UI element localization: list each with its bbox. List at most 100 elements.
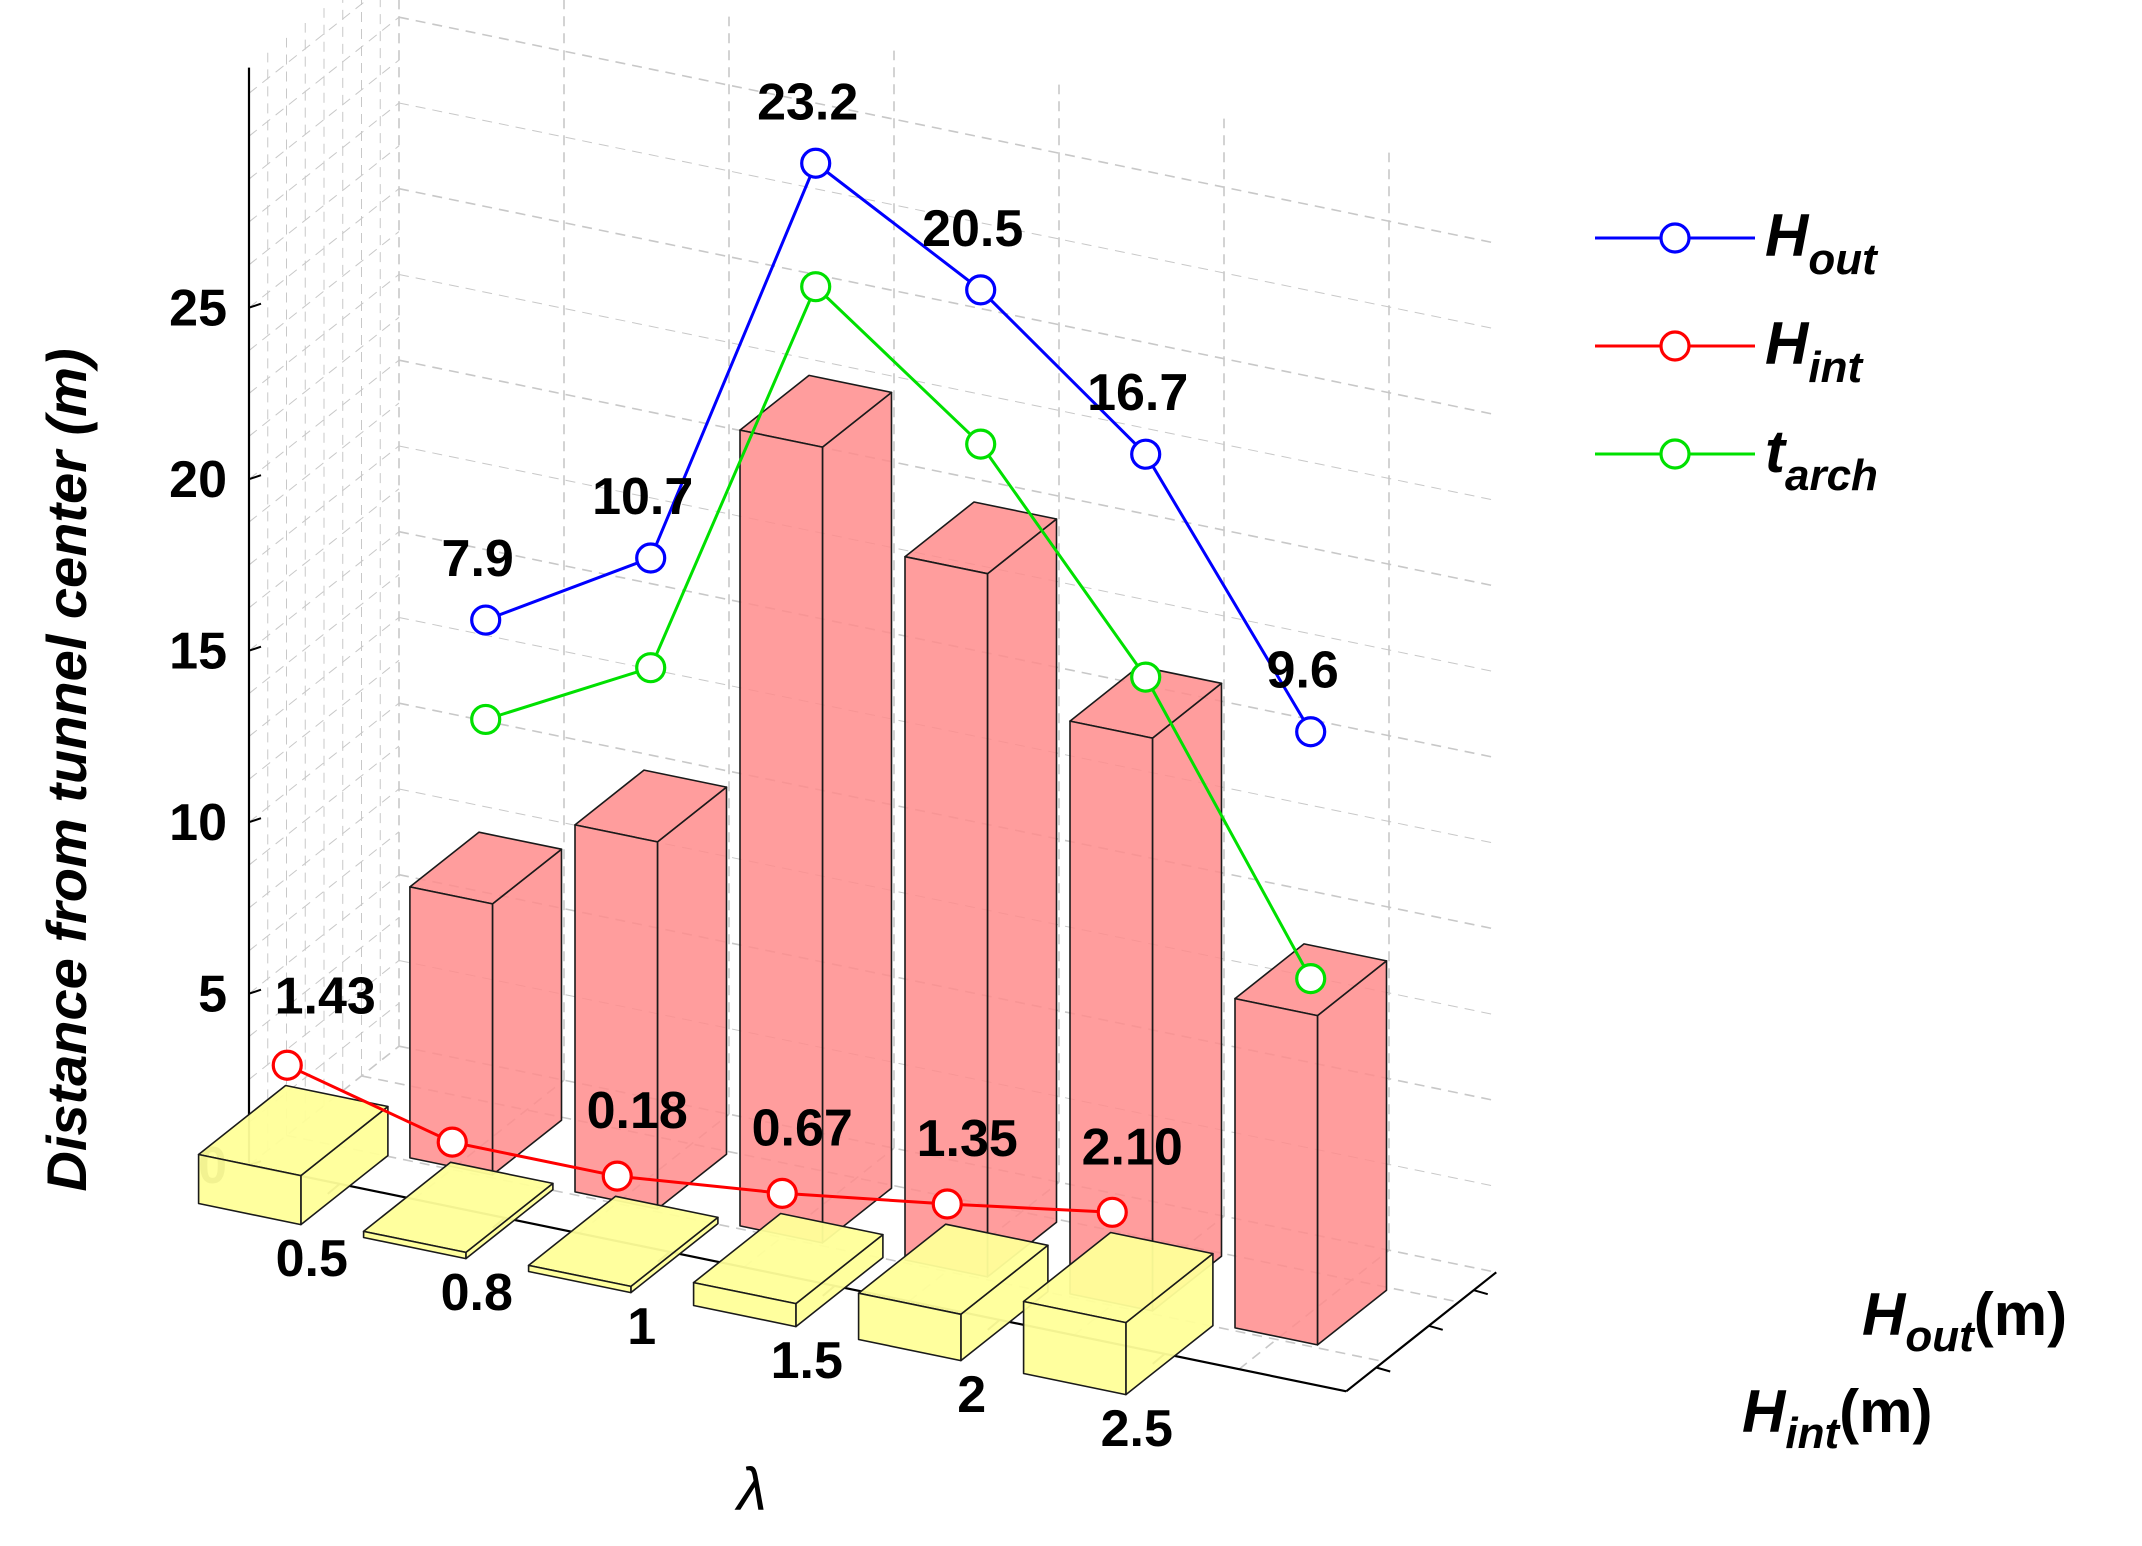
bar-h-int <box>692 1212 884 1328</box>
y-tick-label: 10 <box>169 794 227 852</box>
h-arch-marker <box>1130 661 1162 693</box>
h-out-marker <box>635 542 667 574</box>
h-int-marker <box>436 1126 468 1158</box>
y-tick-mark <box>248 302 262 309</box>
h-out-data-label: 10.7 <box>592 468 693 526</box>
label-layer: 7.9 10.7 23.2 20.5 16.7 9.6 1.43 0.18 0.67 1.35 2.… <box>275 73 1339 1176</box>
x-axis-label: λ <box>734 1456 767 1523</box>
y-tick-mark <box>248 474 262 481</box>
x-tick-label: 2 <box>957 1366 986 1424</box>
y-tick-mark <box>248 645 262 652</box>
bar-h-int <box>527 1195 719 1294</box>
bar-h-int <box>362 1161 554 1260</box>
bar-h-int <box>857 1223 1049 1362</box>
grid-line-floor <box>248 1045 400 1166</box>
depth-label-front-unit: (m) <box>1839 1378 1932 1445</box>
legend-label: Hint <box>1765 310 1864 392</box>
grid-line-side <box>248 359 400 480</box>
bar-layer <box>197 374 1388 1396</box>
legend-label-sub: int <box>1808 343 1864 392</box>
legend-marker <box>1659 330 1691 362</box>
grid-line-side <box>248 702 400 823</box>
depth-label-back-unit: (m) <box>1974 1281 2067 1348</box>
grid-line-side <box>248 574 400 694</box>
bar-h-out <box>409 831 563 1176</box>
grid-line-side <box>248 16 400 137</box>
depth-label-back-main: H <box>1862 1281 1907 1348</box>
legend-label: Hout <box>1765 202 1879 284</box>
y-axis-label: Distance from tunnel center (m) <box>35 348 98 1191</box>
h-int-marker <box>1096 1196 1128 1228</box>
depth-label-back: Hout(m) <box>1862 1281 2067 1361</box>
grid-line-side <box>248 659 400 780</box>
grid-line-side <box>248 402 400 523</box>
line-layer <box>271 147 1327 1228</box>
y-tick-mark <box>248 988 262 995</box>
depth-tick-mark <box>1375 1366 1391 1373</box>
grid-line-side <box>248 145 400 266</box>
depth-tick-mark <box>1473 1289 1489 1296</box>
bar-h-out <box>1069 665 1223 1312</box>
depth-label-front: Hint(m) <box>1742 1378 1932 1458</box>
grid-layer <box>248 0 1497 1370</box>
grid-line-side <box>248 831 400 952</box>
grid-line-side <box>248 1002 400 1123</box>
h-arch-marker <box>470 703 502 736</box>
x-tick-label: 2.5 <box>1101 1400 1173 1458</box>
h-arch-marker <box>800 271 832 303</box>
y-tick-mark <box>248 817 262 824</box>
h-out-line <box>485 160 1312 733</box>
depth-tick-mark <box>1428 1324 1444 1331</box>
h-int-data-label: 0.67 <box>752 1099 853 1157</box>
h-int-line <box>286 1063 1113 1214</box>
x-tick-label: 0.5 <box>276 1230 348 1288</box>
legend-label-main: H <box>1765 202 1810 269</box>
grid-line-side <box>248 874 400 995</box>
h-out-data-label: 7.9 <box>442 530 514 588</box>
grid-line-side <box>248 617 400 737</box>
h-out-marker <box>965 274 997 306</box>
h-out-marker <box>1295 716 1327 748</box>
legend-label-sub: arch <box>1785 451 1878 500</box>
x-tick-label: 1 <box>627 1298 656 1356</box>
grid-line-side <box>248 231 400 351</box>
grid-line-side <box>248 488 400 609</box>
bar-h-out <box>739 374 893 1244</box>
h-out-data-label: 9.6 <box>1267 642 1339 700</box>
h-out-marker <box>1130 438 1162 470</box>
y-tick-label: 5 <box>198 966 227 1024</box>
y-tick-label: 20 <box>169 451 227 509</box>
grid-line-side <box>248 274 400 394</box>
bar-h-int <box>1022 1231 1214 1396</box>
bar-h-int <box>197 1084 389 1226</box>
y-tick-label: 15 <box>169 623 227 681</box>
grid-line-side <box>248 102 400 223</box>
grid-line-side <box>248 960 400 1080</box>
h-int-marker <box>271 1049 303 1081</box>
legend-label-sub: out <box>1808 235 1879 284</box>
depth-label-back-sub: out <box>1905 1312 1976 1361</box>
h-int-marker <box>931 1188 963 1220</box>
legend-marker <box>1659 438 1691 470</box>
h-out-data-label: 16.7 <box>1087 364 1188 422</box>
bar-h-out <box>1234 943 1388 1346</box>
y-tick-label: 25 <box>169 280 227 338</box>
legend-marker <box>1659 222 1691 254</box>
h-arch-marker <box>965 428 997 460</box>
h-out-data-label: 23.2 <box>757 73 858 131</box>
depth-label-front-sub: int <box>1785 1409 1841 1458</box>
depth-label-front-main: H <box>1742 1378 1787 1445</box>
grid-line-side <box>248 445 400 566</box>
grid-line-side <box>248 531 400 652</box>
legend-label-main: H <box>1765 310 1810 377</box>
h-arch-marker <box>1295 963 1327 995</box>
grid-line-side <box>248 917 400 1037</box>
legend-label: tarch <box>1765 418 1878 500</box>
h-out-data-label: 20.5 <box>922 200 1023 258</box>
h-int-data-label: 1.43 <box>275 967 376 1025</box>
x-tick-label: 1.5 <box>771 1332 843 1390</box>
h-int-data-label: 1.35 <box>917 1110 1018 1168</box>
depth-axis <box>1345 1271 1497 1393</box>
